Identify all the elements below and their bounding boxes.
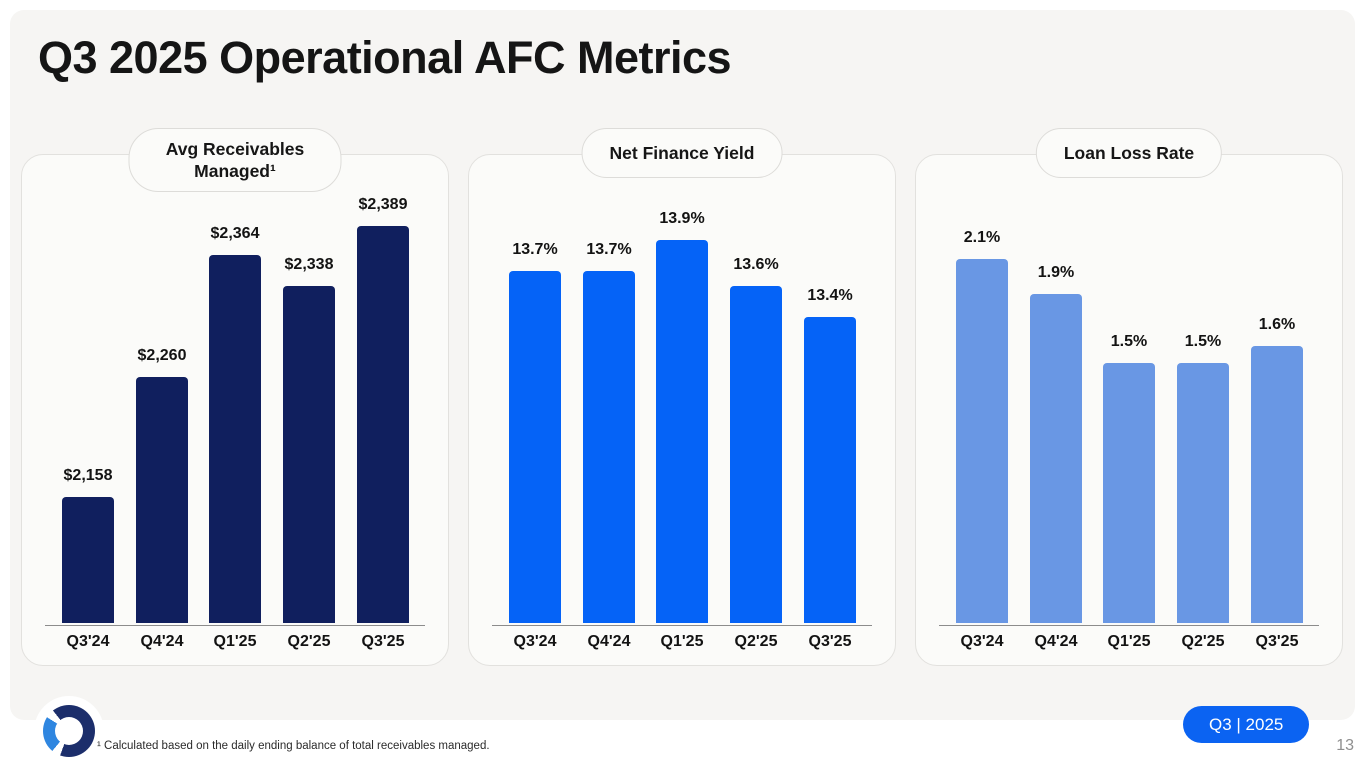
bar-Q3'24 — [956, 259, 1008, 623]
bar-category-label: Q3'24 — [66, 633, 110, 650]
period-badge: Q3 | 2025 — [1183, 706, 1310, 743]
bar-category-label: Q1'25 — [1107, 633, 1151, 650]
footnote: ¹ Calculated based on the daily ending b… — [97, 740, 490, 752]
x-axis-line — [45, 625, 425, 626]
bar-category-label: Q4'24 — [587, 633, 631, 650]
bar-Q1'25 — [656, 240, 708, 623]
chart-plot-area: $2,158 Q3'24 $2,260 Q4'24 $2,364 Q1'25 $2,338 Q… — [22, 155, 448, 665]
bar-category-label: Q2'25 — [734, 633, 778, 650]
slide-title: Q3 2025 Operational AFC Metrics — [38, 32, 732, 83]
bar-category-label: Q3'24 — [960, 633, 1004, 650]
chart-title-pill: Net Finance Yield — [581, 128, 783, 178]
bar-value-label: 13.9% — [659, 210, 705, 227]
bar-value-label: 1.6% — [1258, 316, 1296, 333]
bar-Q3'24 — [62, 497, 114, 623]
bar-value-label: 1.5% — [1184, 333, 1222, 350]
bar-category-label: Q4'24 — [140, 633, 184, 650]
bar-Q4'24 — [583, 271, 635, 623]
bar-category-label: Q3'24 — [513, 633, 557, 650]
x-axis-line — [492, 625, 872, 626]
bar-Q4'24 — [1030, 294, 1082, 623]
ring-logo-icon — [43, 705, 95, 757]
bar-value-label: $2,364 — [210, 225, 260, 242]
bar-category-label: Q3'25 — [1255, 633, 1299, 650]
bar-category-label: Q2'25 — [287, 633, 331, 650]
page-number: 13 — [1336, 737, 1354, 754]
bar-value-label: 13.4% — [807, 287, 853, 304]
bar-value-label: 13.6% — [733, 256, 779, 273]
chart-title-pill: Loan Loss Rate — [1035, 128, 1223, 178]
bar-Q3'25 — [804, 317, 856, 623]
bar-category-label: Q3'25 — [361, 633, 405, 650]
bar-category-label: Q4'24 — [1034, 633, 1078, 650]
bar-Q1'25 — [209, 255, 261, 623]
bar-value-label: 2.1% — [963, 229, 1001, 246]
bar-Q2'25 — [283, 286, 335, 623]
bar-category-label: Q1'25 — [660, 633, 704, 650]
bar-category-label: Q2'25 — [1181, 633, 1225, 650]
bar-value-label: 13.7% — [586, 241, 632, 258]
bar-value-label: 1.5% — [1110, 333, 1148, 350]
chart-title-pill: Avg Receivables Managed¹ — [128, 128, 342, 193]
bar-Q3'24 — [509, 271, 561, 623]
bar-Q1'25 — [1103, 363, 1155, 623]
chart-card-avg-receivables: Avg Receivables Managed¹ $2,158 Q3'24 $2,2… — [21, 128, 449, 666]
bar-category-label: Q1'25 — [213, 633, 257, 650]
bar-value-label: $2,260 — [137, 347, 187, 364]
bar-Q3'25 — [357, 226, 409, 623]
bar-category-label: Q3'25 — [808, 633, 852, 650]
chart-card-net-finance-yield: Net Finance Yield 13.7% Q3'24 13.7% Q4'24 13… — [468, 128, 896, 666]
bar-value-label: $2,389 — [358, 196, 408, 213]
company-logo — [34, 696, 104, 766]
bar-value-label: 1.9% — [1037, 264, 1075, 281]
x-axis-line — [939, 625, 1319, 626]
bar-value-label: 13.7% — [512, 241, 558, 258]
chart-card-loan-loss-rate: Loan Loss Rate 2.1% Q3'24 1.9% Q4'24 1.5% Q1'… — [915, 128, 1343, 666]
bar-value-label: $2,158 — [63, 467, 113, 484]
bar-Q4'24 — [136, 377, 188, 623]
bar-Q3'25 — [1251, 346, 1303, 623]
bar-value-label: $2,338 — [284, 256, 334, 273]
bar-Q2'25 — [1177, 363, 1229, 623]
bar-Q2'25 — [730, 286, 782, 623]
chart-plot-area: 2.1% Q3'24 1.9% Q4'24 1.5% Q1'25 1.5% Q2'25 1.6%… — [916, 155, 1342, 665]
chart-plot-area: 13.7% Q3'24 13.7% Q4'24 13.9% Q1'25 13.6% Q2'25… — [469, 155, 895, 665]
